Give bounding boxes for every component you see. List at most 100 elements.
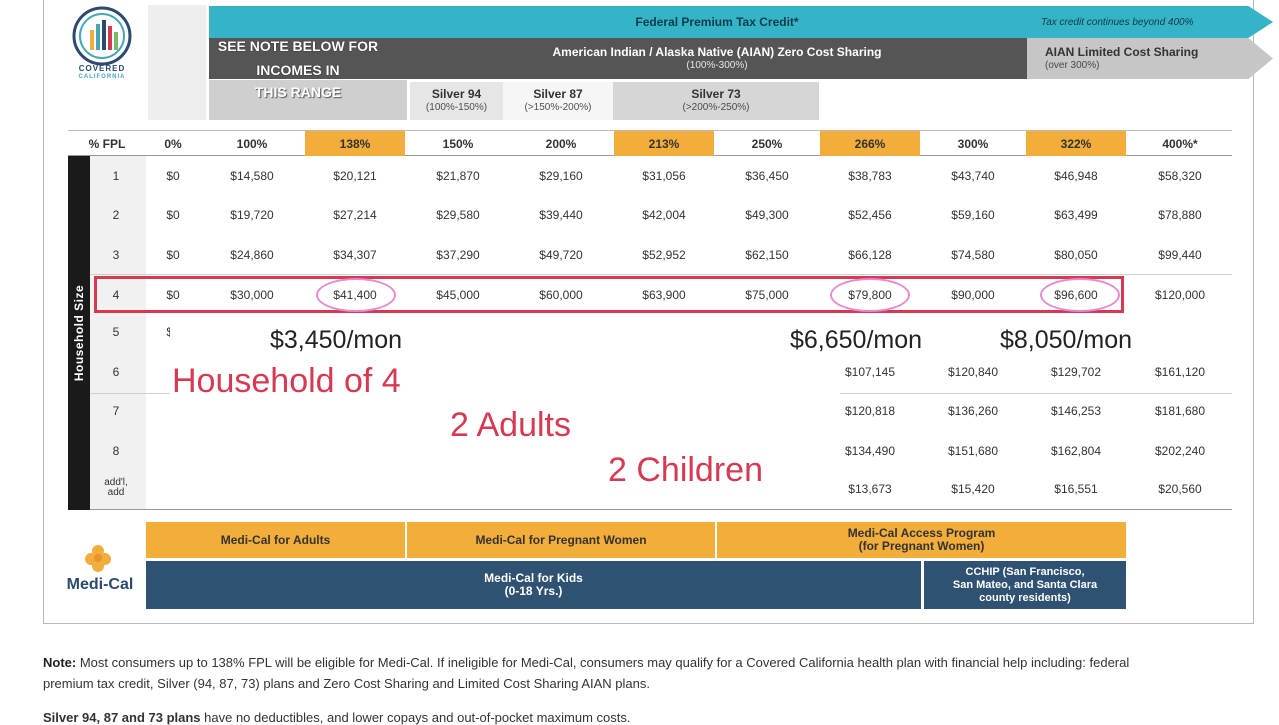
medi-cal-flower-icon [85,545,111,572]
income-cell: $29,580 [436,208,480,222]
silver87-label: Silver 87 [533,87,583,101]
silver94-label: Silver 94 [431,87,482,101]
aian-limited-label: AIAN Limited Cost Sharing [1045,44,1199,59]
income-cell: $34,307 [333,248,377,262]
income-cell: $99,440 [1158,248,1202,262]
note-text: Most consumers up to 138% FPL will be el… [43,655,1130,691]
aian-zero-label: American Indian / Alaska Native (AIAN) Z… [552,44,882,59]
household-size-cell: 1 [112,169,120,183]
income-cell: $90,000 [951,288,995,302]
medi-cal-access-bar: Medi-Cal Access Program (for Pregnant Wo… [717,522,1126,558]
medi-cal-logo-text: Medi-Cal [66,576,134,593]
income-cell: $62,150 [745,248,789,262]
medi-cal-adults-label: Medi-Cal for Adults [220,532,331,547]
aian-limited-range: (over 300%) [1045,59,1100,71]
fpl-column-header: 200% [545,136,577,151]
income-cell: $39,440 [539,208,583,222]
household-size-cell: add'l, add [104,477,128,498]
credit-beyond-arrow: Tax credit continues beyond 400% [1027,6,1273,38]
teal-left-block [209,6,407,38]
children-annotation: 2 Children [608,451,763,489]
cchip-sub2: county residents) [979,591,1071,604]
note-silver-text: have no deductibles, and lower copays an… [200,710,631,725]
income-cell: $15,420 [951,482,995,496]
highlight-266-oval [830,278,910,312]
income-cell: $19,720 [230,208,274,222]
fpl-column-header: 300% [957,136,989,151]
medi-cal-pregnant-label: Medi-Cal for Pregnant Women [475,532,647,547]
fpl-column-header: 213% [614,131,714,156]
header-spacer [148,5,206,120]
this-range-block [209,80,407,120]
household-size-cell: 4 [112,288,120,302]
logo-text: COVERED CALIFORNIA [62,64,142,82]
income-cell: $16,551 [1054,482,1098,496]
fpl-column-header: 250% [751,136,783,151]
income-cell: $0 [166,248,180,262]
income-cell: $134,490 [844,444,896,458]
income-cell: $136,260 [947,404,999,418]
income-cell: $37,290 [436,248,480,262]
highlight-138-oval [316,278,396,312]
silver94-block: Silver 94 (100%-150%) [410,82,503,120]
income-cell: $21,870 [436,169,480,183]
income-cell: $59,160 [951,208,995,222]
household-annotation: Household of 4 [172,362,401,400]
income-cell: $45,000 [436,288,480,302]
logo-name: COVERED [78,64,126,73]
income-cell: $42,004 [642,208,686,222]
household-size-cell: 5 [112,325,120,339]
annotation-overlay [170,318,840,508]
fpl-column-header: 150% [442,136,474,151]
income-cell: $0 [166,288,180,302]
household-size-cell: 3 [112,248,120,262]
income-cell: $120,000 [1154,288,1206,302]
monthly-138-annotation: $3,450/mon [270,326,403,354]
covered-california-logo [72,6,132,66]
income-cell: $30,000 [230,288,274,302]
income-cell: $20,121 [333,169,377,183]
income-cell: $0 [166,169,180,183]
income-cell: $14,580 [230,169,274,183]
income-cell: $0 [166,208,180,222]
silver73-block: Silver 73 (>200%-250%) [613,82,819,120]
income-cell: $129,702 [1050,365,1102,379]
silver94-range: (100%-150%) [425,102,488,113]
income-cell: $74,580 [951,248,995,262]
income-cell: $38,783 [848,169,892,183]
income-cell: $46,948 [1054,169,1098,183]
household-size-cell: 8 [112,444,120,458]
income-cell: $60,000 [539,288,583,302]
federal-credit-label: Federal Premium Tax Credit* [635,14,799,29]
income-cell: $29,160 [539,169,583,183]
fpl-label: % FPL [88,136,126,151]
income-cell: $43,740 [951,169,995,183]
fpl-column-header: 322% [1026,131,1126,156]
aian-zero-range: (100%-300%) [686,59,748,71]
fpl-column-header: 100% [236,136,268,151]
income-cell: $120,840 [947,365,999,379]
medi-cal-adults-bar: Medi-Cal for Adults [146,522,405,558]
income-cell: $78,880 [1158,208,1202,222]
income-cell: $75,000 [745,288,789,302]
silver87-range: (>150%-200%) [524,102,592,113]
adults-annotation: 2 Adults [450,406,571,444]
medi-cal-access-label: Medi-Cal Access Program [847,526,996,540]
fpl-column-header: 0% [164,136,182,151]
fpl-column-header: 138% [305,131,405,156]
income-cell: $24,860 [230,248,274,262]
chart-frame [43,0,1254,624]
income-cell: $80,050 [1054,248,1098,262]
income-cell: $31,056 [642,169,686,183]
income-cell: $162,804 [1050,444,1102,458]
cchip-sub: San Mateo, and Santa Clara [952,578,1098,591]
income-cell: $181,680 [1154,404,1206,418]
fpl-column-header: 266% [820,131,920,156]
income-cell: $27,214 [333,208,377,222]
income-cell: $20,560 [1158,482,1202,496]
aian-zero-bar: American Indian / Alaska Native (AIAN) Z… [407,38,1027,79]
household-size-cell: 7 [112,404,120,418]
medi-cal-kids-sub: (0-18 Yrs.) [504,584,563,598]
income-cell: $52,952 [642,248,686,262]
monthly-322-annotation: $8,050/mon [1000,326,1133,354]
